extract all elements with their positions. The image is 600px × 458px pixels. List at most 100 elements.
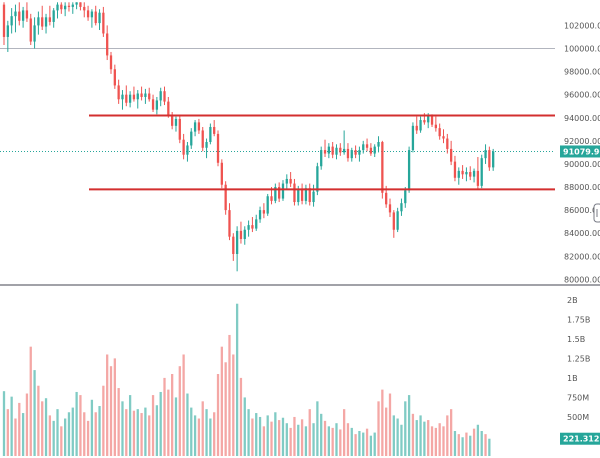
volume-bar bbox=[327, 426, 330, 456]
candle bbox=[44, 13, 48, 34]
candle bbox=[136, 90, 139, 109]
candle bbox=[419, 116, 422, 133]
candle bbox=[274, 183, 277, 204]
volume-bar bbox=[415, 420, 418, 456]
candle-body bbox=[385, 192, 388, 205]
volume-bar bbox=[404, 401, 407, 456]
volume-tick-label: 750M bbox=[567, 393, 589, 402]
candle-body bbox=[6, 25, 9, 37]
candle-body bbox=[373, 146, 376, 154]
price-tick-label: 96000.00 bbox=[564, 91, 600, 100]
volume-bar bbox=[469, 435, 472, 456]
candle-body bbox=[381, 142, 384, 193]
volume-bar bbox=[438, 423, 441, 456]
scale-handle-icon[interactable] bbox=[593, 203, 600, 223]
volume-bar bbox=[140, 413, 143, 456]
candle bbox=[446, 133, 449, 154]
candle-body bbox=[255, 219, 258, 229]
price-tick-label: 98000.00 bbox=[564, 68, 600, 77]
price-tick-label: 92000.00 bbox=[564, 137, 600, 146]
volume-bar bbox=[427, 420, 430, 456]
candle bbox=[342, 130, 346, 155]
price-tick-label: 88000.00 bbox=[564, 183, 600, 192]
support-resistance-lines bbox=[89, 114, 555, 191]
candle bbox=[83, 2, 86, 18]
candle-body bbox=[44, 17, 48, 27]
volume-bar bbox=[109, 366, 113, 456]
candle-body bbox=[453, 161, 457, 178]
volume-bar bbox=[274, 412, 277, 456]
candle-body bbox=[193, 122, 197, 132]
candle-body bbox=[216, 133, 220, 163]
volume-bar bbox=[255, 413, 258, 456]
candle-body bbox=[323, 150, 327, 154]
candle bbox=[159, 87, 162, 107]
volume-bar bbox=[171, 374, 174, 456]
volume-bar bbox=[174, 397, 178, 456]
candle-body bbox=[308, 188, 311, 203]
candle-body bbox=[300, 189, 304, 201]
candle bbox=[90, 9, 94, 28]
volume-bar bbox=[373, 432, 376, 456]
candle-body bbox=[106, 33, 109, 56]
candle-body bbox=[427, 115, 430, 123]
candle-body bbox=[281, 183, 285, 199]
candle-body bbox=[423, 120, 426, 123]
candle-body bbox=[167, 101, 170, 116]
volume-bar bbox=[10, 396, 13, 456]
candle-body bbox=[178, 118, 181, 140]
candle-body bbox=[132, 94, 136, 100]
candle bbox=[220, 159, 223, 189]
volume-tick-label: 1.75B bbox=[567, 315, 590, 324]
candle bbox=[67, 2, 71, 12]
candle-body bbox=[480, 158, 483, 186]
candle-body bbox=[476, 170, 480, 186]
volume-tick-label: 2B bbox=[567, 296, 578, 305]
candle bbox=[472, 168, 476, 183]
candle-body bbox=[56, 4, 59, 11]
volume-bar bbox=[213, 412, 216, 456]
volume-bar bbox=[465, 432, 468, 456]
candle bbox=[52, 8, 55, 28]
candle-body bbox=[102, 12, 105, 34]
candle bbox=[396, 207, 399, 233]
candle-body bbox=[289, 178, 292, 184]
candle-body bbox=[419, 120, 422, 131]
candle-body bbox=[83, 6, 86, 11]
volume-bar bbox=[201, 401, 204, 456]
volume-bar bbox=[434, 427, 437, 456]
volume-bar bbox=[29, 346, 32, 456]
candle bbox=[128, 91, 132, 108]
volume-bar bbox=[381, 389, 384, 456]
candle bbox=[415, 116, 418, 134]
candle bbox=[151, 94, 155, 112]
candle-body bbox=[285, 178, 288, 184]
candle bbox=[373, 144, 376, 158]
volume-bar bbox=[52, 420, 55, 456]
volume-bar bbox=[232, 354, 235, 456]
candle-body bbox=[79, 2, 82, 7]
volume-bar bbox=[258, 416, 262, 456]
volume-bar bbox=[94, 412, 97, 456]
candle-body bbox=[365, 144, 369, 148]
candle-body bbox=[335, 147, 338, 155]
candle bbox=[25, 2, 29, 22]
candle-body bbox=[94, 11, 97, 24]
volume-bar bbox=[148, 415, 151, 456]
volume-bar bbox=[293, 416, 296, 456]
volume-bar bbox=[262, 426, 266, 456]
volume-bar bbox=[220, 346, 223, 456]
candle-body bbox=[71, 4, 74, 7]
volume-bar bbox=[18, 402, 21, 456]
candle bbox=[488, 146, 491, 171]
candle bbox=[155, 96, 159, 115]
volume-bar bbox=[270, 421, 273, 456]
volume-bar bbox=[235, 303, 239, 456]
candle bbox=[209, 123, 212, 145]
volume-bar bbox=[396, 418, 399, 456]
candle bbox=[224, 181, 227, 215]
volume-bar bbox=[400, 424, 403, 456]
volume-bar bbox=[457, 434, 460, 456]
candle-body bbox=[37, 17, 40, 26]
